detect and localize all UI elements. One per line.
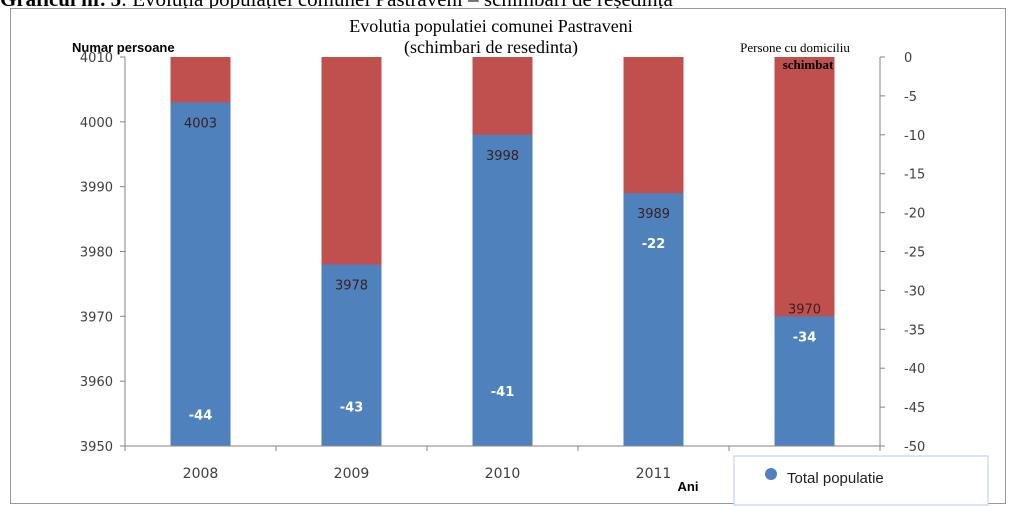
right-tick-label: -50 (904, 440, 925, 455)
right-tick-label: -35 (904, 323, 925, 338)
x-tick-label: 2009 (334, 466, 370, 482)
right-tick-label: -45 (904, 401, 925, 416)
chart-title: Evolutia populatiei comunei Pastraveni (349, 16, 632, 36)
right-tick-label: -10 (904, 129, 925, 144)
left-tick-label: 4000 (80, 116, 113, 131)
left-axis-title: Numar persoane (72, 40, 175, 55)
right-tick-label: -40 (904, 362, 925, 377)
bar-total-populatie-2009 (321, 264, 382, 446)
data-label-secondary: -41 (491, 385, 515, 400)
left-tick-label: 3970 (80, 310, 113, 325)
right-tick-label: 0 (904, 51, 912, 66)
x-axis-title: Ani (678, 479, 699, 494)
figure-caption: Graficul nr. 5: Evoluția populației comu… (0, 0, 1010, 8)
data-label-total-populatie: 3998 (486, 149, 519, 164)
bar-total-populatie-2008 (170, 102, 231, 446)
left-tick-label: 3950 (80, 440, 113, 455)
bar-total-populatie-2011 (623, 193, 684, 446)
chart-subtitle: (schimbari de resedinta) (404, 37, 578, 58)
x-tick-label: 2011 (636, 466, 672, 482)
caption-text: : Evoluția populației comunei Pastraveni… (121, 0, 673, 8)
left-tick-label: 3980 (80, 246, 113, 261)
data-label-secondary: -43 (340, 401, 364, 416)
legend-box (733, 455, 989, 506)
x-tick-label: 2010 (485, 466, 521, 482)
left-tick-label: 3960 (80, 375, 113, 390)
legend-marker-total-populatie (765, 468, 777, 480)
data-label-total-populatie: 3978 (335, 278, 368, 293)
left-tick-label: 4010 (80, 51, 113, 66)
right-tick-label: -25 (904, 246, 925, 261)
right-tick-label: -20 (904, 207, 925, 222)
data-label-total-populatie: 3970 (788, 303, 821, 318)
legend-label-total-populatie: Total populatie (787, 470, 884, 487)
right-tick-label: -30 (904, 284, 925, 299)
right-axis-title: Persone cu domiciliu schimbat (740, 40, 850, 72)
data-label-secondary: -22 (642, 237, 666, 252)
caption-label: Graficul nr. 5 (0, 0, 121, 8)
left-tick-label: 3990 (80, 181, 113, 196)
data-label-secondary: -44 (189, 408, 213, 423)
legend: Total populatie (733, 455, 989, 506)
x-tick-label: 2008 (183, 466, 219, 482)
bar-total-populatie-2012 (774, 316, 835, 446)
data-label-secondary: -34 (793, 331, 817, 346)
bar-secondary-2012 (774, 57, 835, 322)
data-label-total-populatie: 4003 (184, 116, 217, 131)
bar-total-populatie-2010 (472, 134, 533, 447)
data-label-total-populatie: 3989 (637, 207, 670, 222)
right-tick-label: -15 (904, 168, 925, 183)
right-tick-label: -5 (904, 90, 917, 105)
